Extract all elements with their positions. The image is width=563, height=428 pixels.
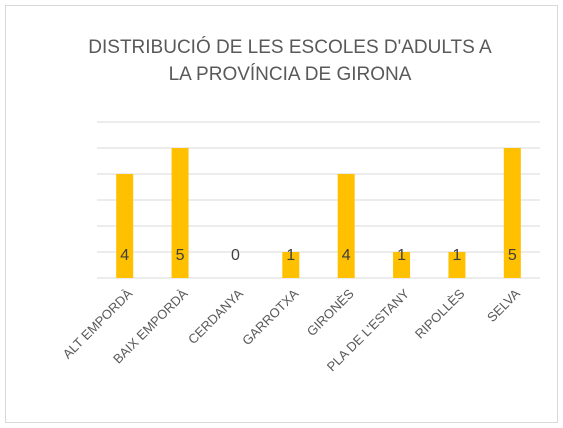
- data-label: 1: [286, 247, 295, 264]
- bar: [393, 252, 411, 278]
- chart-title: DISTRIBUCIÓ DE LES ESCOLES D'ADULTS A: [88, 36, 492, 58]
- bar: [337, 174, 355, 278]
- data-label: 4: [342, 247, 351, 264]
- bar: [171, 148, 189, 278]
- bar: [282, 252, 300, 278]
- data-label: 4: [120, 247, 129, 264]
- data-label: 1: [397, 247, 406, 264]
- chart-title: LA PROVÍNCIA DE GIRONA: [169, 64, 412, 85]
- data-label: 5: [176, 247, 185, 264]
- chart-border: [5, 5, 558, 423]
- data-label: 5: [508, 247, 517, 264]
- bar: [503, 148, 521, 278]
- data-label: 0: [231, 247, 240, 264]
- bar: [448, 252, 466, 278]
- data-label: 1: [452, 247, 461, 264]
- bar: [116, 174, 134, 278]
